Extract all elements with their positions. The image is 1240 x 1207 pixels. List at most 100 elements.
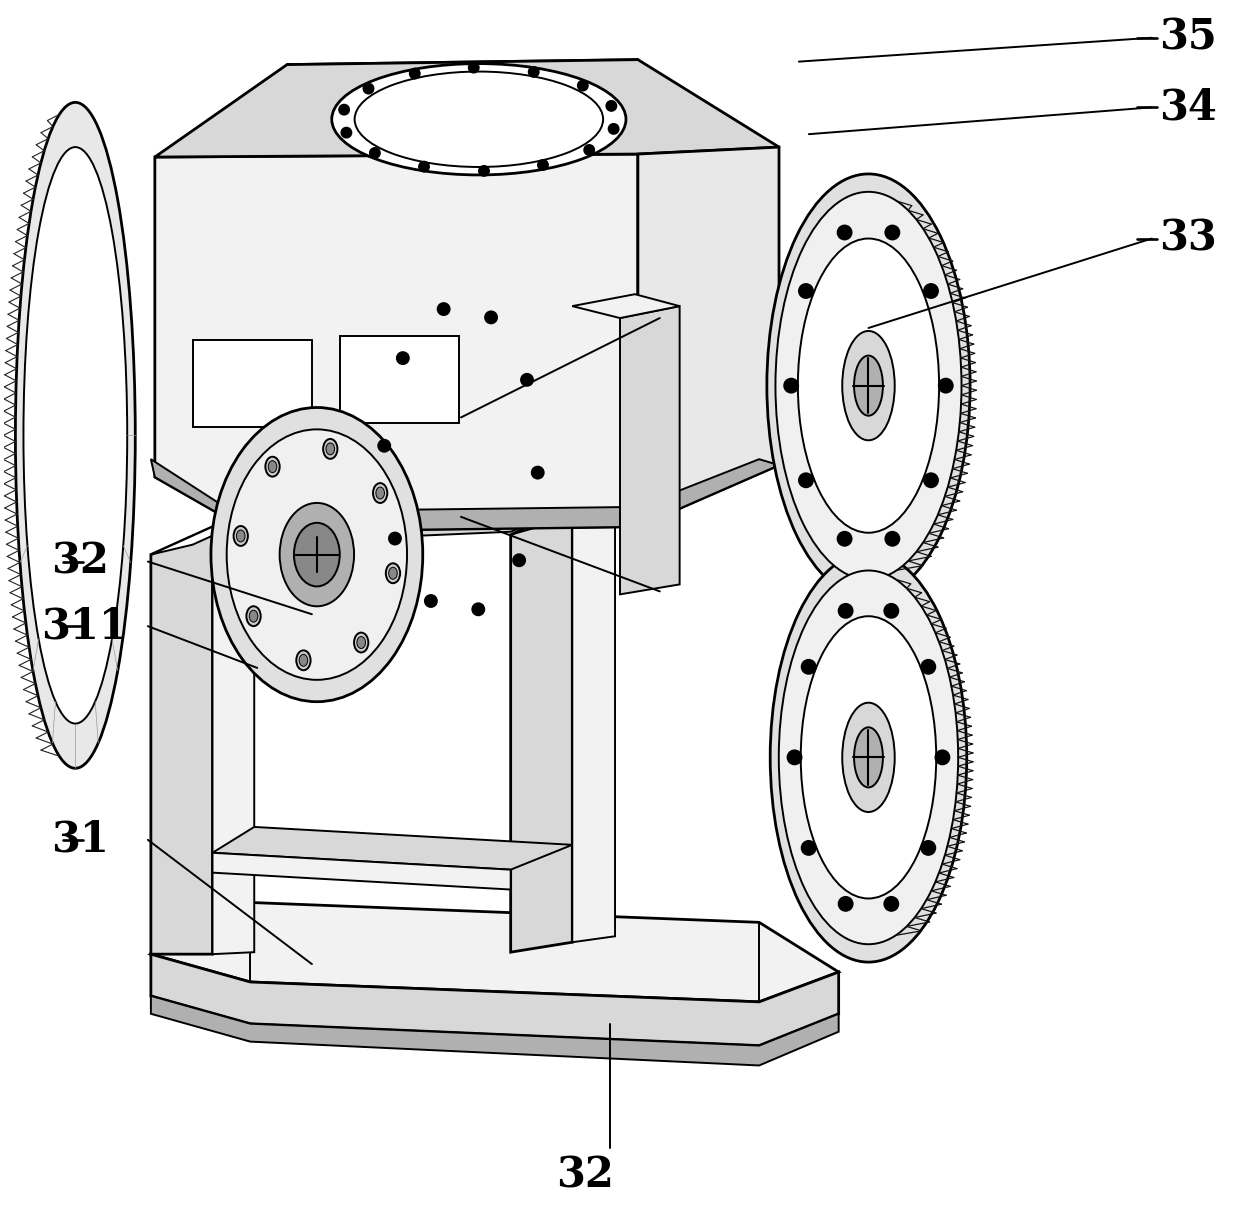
Text: 31: 31 <box>52 818 109 861</box>
Circle shape <box>939 379 952 392</box>
Ellipse shape <box>842 331 895 441</box>
Circle shape <box>378 439 391 451</box>
Circle shape <box>802 841 816 855</box>
Ellipse shape <box>237 530 246 542</box>
Polygon shape <box>620 307 680 594</box>
Circle shape <box>802 660 816 674</box>
Polygon shape <box>212 827 573 870</box>
Ellipse shape <box>854 356 883 415</box>
Ellipse shape <box>766 174 970 597</box>
Circle shape <box>609 124 619 134</box>
Circle shape <box>469 63 479 72</box>
Circle shape <box>521 374 533 386</box>
Polygon shape <box>212 517 254 955</box>
Polygon shape <box>511 507 573 952</box>
Ellipse shape <box>775 192 961 579</box>
Circle shape <box>787 751 801 764</box>
Circle shape <box>578 81 588 91</box>
Circle shape <box>885 226 899 239</box>
Ellipse shape <box>357 636 366 648</box>
Circle shape <box>419 162 429 171</box>
Ellipse shape <box>296 651 310 670</box>
Ellipse shape <box>247 606 260 626</box>
Circle shape <box>584 145 594 154</box>
Polygon shape <box>155 154 637 532</box>
Polygon shape <box>151 903 838 1002</box>
Circle shape <box>924 284 937 298</box>
Ellipse shape <box>280 503 355 606</box>
Ellipse shape <box>373 483 387 503</box>
Circle shape <box>838 604 853 618</box>
Circle shape <box>924 473 937 488</box>
Ellipse shape <box>332 64 626 175</box>
Ellipse shape <box>15 103 135 769</box>
Polygon shape <box>155 59 779 157</box>
Polygon shape <box>637 147 779 526</box>
Circle shape <box>885 532 899 546</box>
Ellipse shape <box>797 239 939 532</box>
Text: 35: 35 <box>1158 17 1216 59</box>
Ellipse shape <box>268 461 277 473</box>
Circle shape <box>884 604 898 618</box>
Circle shape <box>921 660 935 674</box>
Circle shape <box>532 467 543 479</box>
Polygon shape <box>151 459 779 532</box>
Circle shape <box>339 105 350 115</box>
Polygon shape <box>151 517 254 554</box>
Ellipse shape <box>227 430 407 680</box>
Bar <box>340 336 459 424</box>
Circle shape <box>370 148 379 158</box>
Ellipse shape <box>355 71 603 167</box>
Circle shape <box>425 595 436 607</box>
Circle shape <box>389 532 401 544</box>
Ellipse shape <box>326 443 335 455</box>
Circle shape <box>472 604 485 616</box>
Circle shape <box>799 284 813 298</box>
Circle shape <box>528 66 538 77</box>
Circle shape <box>838 532 852 546</box>
Ellipse shape <box>779 571 959 944</box>
Circle shape <box>921 841 935 855</box>
Circle shape <box>606 101 616 111</box>
Polygon shape <box>151 996 838 1066</box>
Circle shape <box>935 751 950 764</box>
Ellipse shape <box>355 632 368 653</box>
Circle shape <box>513 554 525 566</box>
Text: 33: 33 <box>1158 217 1216 260</box>
Circle shape <box>884 897 898 911</box>
Circle shape <box>479 165 489 176</box>
Circle shape <box>538 161 548 170</box>
Polygon shape <box>212 507 573 544</box>
Text: 34: 34 <box>1158 87 1216 128</box>
Ellipse shape <box>265 456 280 477</box>
Circle shape <box>784 379 799 392</box>
Ellipse shape <box>854 728 883 787</box>
Ellipse shape <box>211 408 423 701</box>
Polygon shape <box>212 853 511 890</box>
Circle shape <box>363 83 373 94</box>
Ellipse shape <box>299 654 308 666</box>
Ellipse shape <box>770 553 967 962</box>
Polygon shape <box>573 295 680 319</box>
Ellipse shape <box>249 611 258 622</box>
Ellipse shape <box>842 702 895 812</box>
Ellipse shape <box>24 147 128 723</box>
Bar <box>192 340 312 427</box>
Ellipse shape <box>324 439 337 459</box>
Circle shape <box>838 226 852 239</box>
Ellipse shape <box>294 523 340 587</box>
Polygon shape <box>511 495 615 535</box>
Circle shape <box>341 128 351 138</box>
Circle shape <box>485 311 497 323</box>
Polygon shape <box>151 526 212 955</box>
Circle shape <box>799 473 813 488</box>
Text: 32: 32 <box>557 1155 614 1197</box>
Ellipse shape <box>386 564 401 583</box>
Circle shape <box>397 352 409 365</box>
Ellipse shape <box>388 567 397 579</box>
Circle shape <box>409 69 420 78</box>
Polygon shape <box>151 955 838 1045</box>
Text: 32: 32 <box>52 541 109 583</box>
Ellipse shape <box>376 488 384 498</box>
Ellipse shape <box>233 526 248 546</box>
